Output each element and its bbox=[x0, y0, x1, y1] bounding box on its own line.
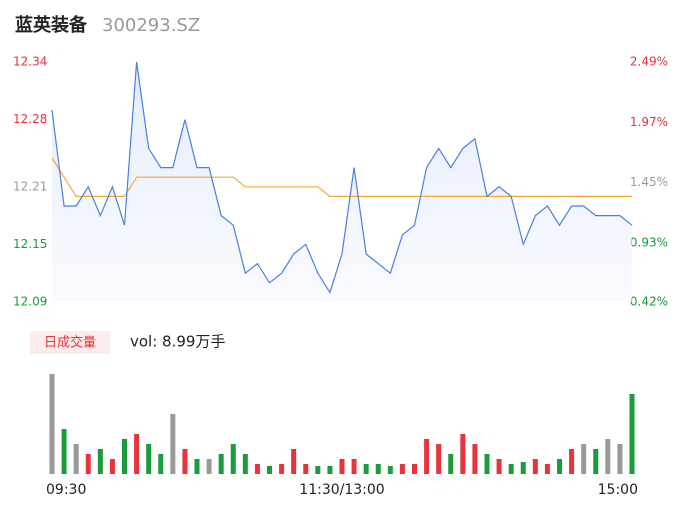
volume-bar bbox=[254, 464, 260, 474]
volume-bar bbox=[557, 459, 562, 474]
volume-bar bbox=[544, 464, 550, 474]
volume-bar bbox=[182, 449, 188, 474]
volume-bar bbox=[399, 464, 405, 474]
volume-bar bbox=[242, 454, 248, 474]
volume-bar bbox=[363, 464, 369, 474]
volume-bar bbox=[218, 454, 224, 474]
x-tick-label: 11:30/13:00 bbox=[299, 482, 384, 498]
volume-tab[interactable] bbox=[30, 331, 110, 354]
volume-bar bbox=[303, 464, 309, 474]
volume-bar bbox=[327, 466, 333, 474]
volume-bar bbox=[267, 466, 272, 474]
volume-bar bbox=[170, 414, 176, 474]
y-tick-label: 12.21 bbox=[13, 179, 47, 193]
volume-bar bbox=[206, 459, 212, 474]
volume-bar bbox=[581, 444, 587, 474]
volume-bar bbox=[617, 444, 623, 474]
volume-bar bbox=[472, 444, 478, 474]
volume-bar bbox=[134, 434, 140, 474]
y2-tick-label: 1.45% bbox=[630, 175, 668, 189]
series-line bbox=[51, 157, 632, 197]
volume-bar bbox=[496, 459, 502, 474]
x-tick-label: 15:00 bbox=[598, 482, 638, 498]
volume-bar bbox=[279, 464, 285, 474]
volume-bar bbox=[85, 454, 91, 474]
volume-bar bbox=[61, 429, 67, 474]
y-tick-label: 12.15 bbox=[13, 237, 47, 251]
volume-text: vol: 8.99万手 bbox=[130, 333, 225, 351]
stock-name: 蓝英装备 bbox=[15, 14, 88, 36]
y2-tick-label: 1.97% bbox=[630, 115, 668, 129]
y2-tick-label: 0.93% bbox=[630, 235, 668, 249]
volume-bar bbox=[230, 444, 236, 474]
volume-bar bbox=[158, 454, 164, 474]
volume-bar bbox=[508, 464, 514, 474]
y-tick-label: 12.09 bbox=[13, 295, 47, 309]
volume-title[interactable]: 日成交量 bbox=[44, 335, 96, 351]
volume-bar bbox=[629, 394, 635, 474]
volume-bar bbox=[532, 459, 538, 474]
volume-bar bbox=[146, 444, 152, 474]
volume-bar bbox=[109, 459, 115, 474]
volume-bar bbox=[122, 439, 127, 474]
volume-bar bbox=[424, 439, 430, 474]
volume-bar bbox=[97, 449, 103, 474]
price-area bbox=[52, 62, 632, 302]
y2-tick-label: 2.49% bbox=[630, 55, 668, 69]
volume-bar bbox=[593, 449, 599, 474]
volume-bar bbox=[351, 459, 357, 474]
volume-bar bbox=[339, 459, 345, 474]
volume-bar bbox=[315, 466, 321, 474]
volume-bar bbox=[375, 464, 381, 474]
volume-bar bbox=[412, 464, 417, 474]
volume-bar bbox=[387, 466, 393, 474]
y2-tick-label: 0.42% bbox=[630, 295, 668, 309]
volume-bar bbox=[520, 462, 526, 474]
volume-bar bbox=[291, 449, 297, 474]
x-tick-label: 09:30 bbox=[46, 482, 86, 498]
volume-bar bbox=[49, 374, 55, 474]
y-tick-label: 12.28 bbox=[13, 112, 47, 126]
y-tick-label: 12.34 bbox=[13, 55, 47, 69]
volume-bar bbox=[484, 454, 490, 474]
volume-bar bbox=[73, 444, 79, 474]
stock-code: 300293.SZ bbox=[102, 15, 200, 36]
volume-bar bbox=[448, 454, 454, 474]
volume-bar bbox=[605, 439, 611, 474]
volume-bar bbox=[436, 444, 442, 474]
volume-bar bbox=[460, 434, 466, 474]
volume-bar bbox=[569, 449, 575, 474]
volume-bar bbox=[194, 459, 200, 474]
series-line bbox=[51, 61, 633, 294]
